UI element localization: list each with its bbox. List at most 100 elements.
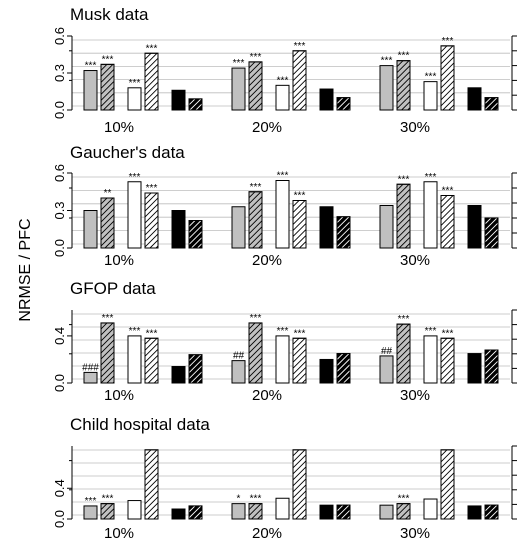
hatch-line	[501, 505, 515, 519]
bar-annotation: ***	[425, 326, 437, 337]
y-tick-label: 0.0	[52, 239, 67, 257]
panel-1: Musk data0.00.30.6**********************…	[52, 5, 519, 136]
hatch-line	[302, 450, 371, 519]
hatch-line	[199, 192, 255, 248]
bar-annotation: ***	[442, 186, 454, 197]
category-label: 10%	[104, 119, 134, 136]
bar-annotation: ***	[250, 313, 262, 324]
hatch-line	[509, 98, 519, 110]
hatch-line	[372, 61, 421, 110]
bar-annotation: ***	[233, 58, 245, 69]
hatch-line	[212, 506, 225, 519]
bar	[128, 501, 141, 519]
hatch-line	[506, 350, 519, 383]
bar-annotation: **	[104, 188, 112, 199]
bar	[84, 372, 97, 383]
hatch-line	[353, 505, 367, 519]
bar-annotation: ***	[442, 36, 454, 47]
bar	[380, 66, 393, 110]
category-label: 30%	[400, 252, 430, 269]
bar-annotation: ***	[398, 314, 410, 325]
bar-annotation: ***	[85, 61, 97, 72]
bar	[276, 85, 289, 110]
bar-annotation: ##	[233, 351, 245, 362]
hatch-line	[503, 98, 515, 110]
hatch-line	[429, 184, 493, 248]
bar	[276, 498, 289, 519]
hatch-line	[359, 505, 373, 519]
hatch-line	[503, 46, 519, 110]
hatch-line	[178, 53, 235, 110]
hatch-line	[344, 324, 403, 383]
bar	[380, 206, 393, 249]
panel-title: Musk data	[70, 5, 149, 24]
category-label: 30%	[400, 119, 430, 136]
bar-annotation: ***	[250, 182, 262, 193]
hatch-line	[307, 192, 363, 248]
hatch-line	[413, 196, 466, 249]
hatch-line	[507, 505, 519, 519]
y-tick-label: 0.3	[52, 201, 67, 219]
bar-annotation: ***	[102, 54, 114, 65]
y-tick-label: 0.3	[52, 64, 67, 82]
bar-annotation: *	[237, 494, 241, 505]
bar-annotation: ***	[146, 328, 158, 339]
hatch-line	[154, 450, 223, 519]
hatch-line	[207, 62, 255, 110]
bar	[468, 206, 481, 249]
bar-annotation: ***	[398, 494, 410, 505]
bar	[380, 356, 393, 383]
bar-annotation: ***	[398, 174, 410, 185]
hatch-line	[452, 324, 511, 383]
category-label: 20%	[252, 119, 282, 136]
bar-annotation: ***	[294, 41, 306, 52]
hatch-line	[208, 99, 219, 110]
hatch-line	[497, 98, 509, 110]
bar-annotation: ***	[398, 51, 410, 62]
bar	[232, 361, 245, 383]
category-label: 30%	[400, 387, 430, 404]
hatch-line	[407, 46, 471, 110]
bar-hatch	[396, 338, 519, 383]
hatch-line	[350, 354, 379, 383]
bar-annotation: ***	[277, 326, 289, 337]
hatch-line	[117, 198, 167, 248]
panel-2: Gaucher's data0.00.30.6*****************…	[51, 143, 519, 269]
bar-annotation: ***	[250, 494, 262, 505]
bar	[424, 182, 437, 248]
bar	[320, 89, 333, 110]
category-label: 10%	[104, 525, 134, 542]
hatch-line	[214, 450, 283, 519]
bar	[276, 336, 289, 383]
bar-annotation: ##	[381, 346, 393, 357]
bar-annotation: ***	[277, 171, 289, 182]
bar	[172, 509, 185, 519]
hatch-line	[509, 46, 519, 110]
bar-annotation: ***	[85, 496, 97, 507]
y-tick-label: 0.0	[52, 374, 67, 392]
hatch-line	[355, 98, 367, 110]
category-label: 20%	[252, 525, 282, 542]
hatch-line	[202, 99, 213, 110]
hatch-line	[362, 450, 431, 519]
bar-annotation: ***	[442, 328, 454, 339]
panel-title: Child hospital data	[70, 415, 210, 434]
bar	[172, 90, 185, 110]
bar	[128, 88, 141, 110]
bar-annotation: ***	[294, 328, 306, 339]
bar-annotation: ***	[129, 172, 141, 183]
bar	[320, 359, 333, 383]
bar-annotation: ***	[277, 75, 289, 86]
bar-annotation: ***	[381, 56, 393, 67]
bar-annotation: ***	[146, 43, 158, 54]
hatch-line	[410, 324, 469, 383]
hatch-line	[512, 350, 519, 383]
hatch-line	[361, 98, 373, 110]
panel-title: Gaucher's data	[70, 143, 185, 162]
category-label: 10%	[104, 252, 134, 269]
bar	[84, 211, 97, 249]
bar	[276, 181, 289, 249]
panel-title: GFOP data	[70, 279, 156, 298]
bar	[172, 211, 185, 249]
